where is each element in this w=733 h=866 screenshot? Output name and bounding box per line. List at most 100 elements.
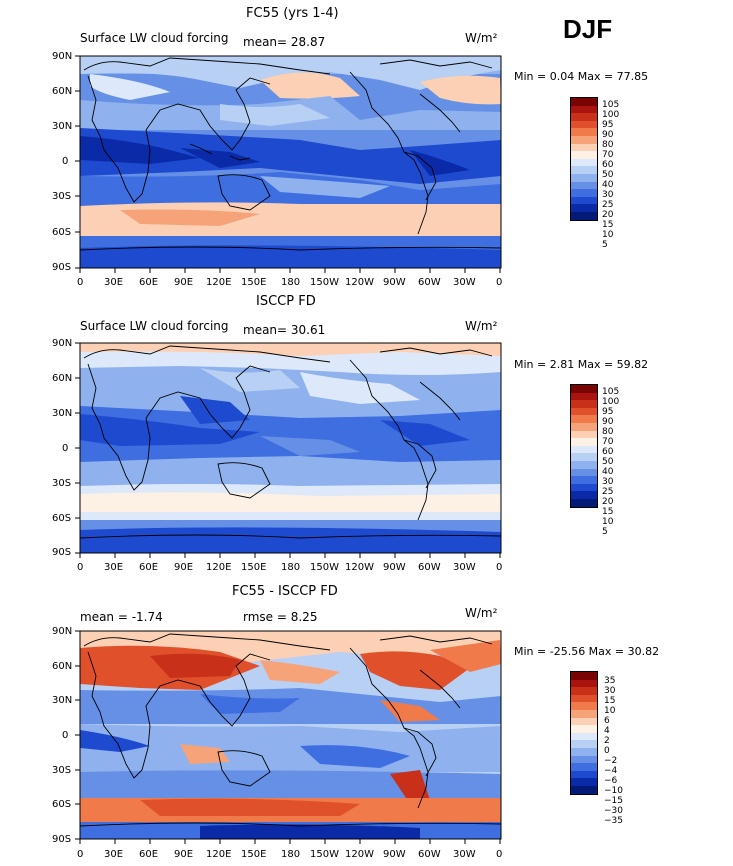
colorbar-label: 35 [604, 676, 616, 686]
lon-label: 180 [281, 562, 301, 573]
colorbar-label: 90 [602, 130, 614, 140]
colorbar-label: 30 [602, 190, 614, 200]
lon-label: 120E [206, 849, 232, 860]
lon-label: 0 [496, 849, 503, 860]
lat-label: 60S [52, 513, 72, 524]
lat-label: 0 [62, 443, 69, 454]
min-max-readout: Min = 2.81 Max = 59.82 [514, 358, 649, 371]
lon-label: 30E [104, 849, 124, 860]
lat-label: 30S [52, 765, 72, 776]
colorbar-label: 80 [602, 140, 614, 150]
lat-label: 30N [52, 695, 73, 706]
panel-title: ISCCP FD [256, 294, 316, 309]
lon-label: 60E [139, 277, 159, 288]
colorbar-label: 4 [604, 726, 610, 736]
colorbar-label: 100 [602, 397, 620, 407]
lat-label: 60N [52, 86, 73, 97]
colorbar-label: 80 [602, 427, 614, 437]
lat-label: 60S [52, 227, 72, 238]
lat-label: 60N [52, 373, 73, 384]
map-panel-1 [75, 55, 502, 273]
lon-label: 150E [241, 277, 267, 288]
panel-title: FC55 - ISCCP FD [232, 584, 338, 599]
lon-label: 90W [383, 849, 406, 860]
lon-label: 30E [104, 562, 124, 573]
lon-label: 0 [77, 849, 84, 860]
colorbar-label: 10 [602, 230, 614, 240]
lon-label: 30W [453, 562, 476, 573]
colorbar-label: 95 [602, 407, 614, 417]
lon-label: 60E [139, 849, 159, 860]
colorbar-label: 50 [602, 457, 614, 467]
colorbar-label: −4 [604, 766, 618, 776]
lon-label: 180 [281, 849, 301, 860]
lat-label: 30N [52, 408, 73, 419]
lat-label: 0 [62, 156, 69, 167]
lon-label: 120W [345, 277, 374, 288]
lon-label: 90W [383, 277, 406, 288]
colorbar-label: 70 [602, 437, 614, 447]
units-label: W/m² [465, 31, 498, 45]
lat-label: 30S [52, 478, 72, 489]
mean-value: mean= 28.87 [243, 35, 326, 49]
lon-label: 120E [206, 277, 232, 288]
lon-label: 180 [281, 277, 301, 288]
lat-label: 90S [52, 834, 72, 845]
colorbar-label: 2 [604, 736, 610, 746]
colorbar-label: 6 [604, 716, 610, 726]
colorbar-label: 30 [604, 686, 616, 696]
colorbar [570, 97, 598, 221]
axis-ticks [75, 630, 501, 844]
colorbar-label: 15 [602, 507, 614, 517]
colorbar-label: 5 [602, 240, 608, 250]
field-label: Surface LW cloud forcing [80, 319, 229, 333]
axis-ticks [75, 55, 501, 273]
lat-label: 0 [62, 730, 69, 741]
lon-label: 30W [453, 277, 476, 288]
colorbar-label: −10 [604, 786, 623, 796]
colorbar-label: −6 [604, 776, 618, 786]
colorbar-label: 60 [602, 160, 614, 170]
units-label: W/m² [465, 319, 498, 333]
colorbar-label: 105 [602, 387, 620, 397]
map-panel-3 [75, 630, 502, 844]
axis-ticks [75, 342, 501, 558]
lon-label: 120W [345, 849, 374, 860]
colorbar-label: 5 [602, 527, 608, 537]
colorbar-label: 25 [602, 487, 614, 497]
mean-value: mean = -1.74 [80, 610, 163, 624]
rmse-value: rmse = 8.25 [243, 610, 318, 624]
colorbar-label: 70 [602, 150, 614, 160]
lat-label: 90N [52, 338, 73, 349]
lat-label: 30S [52, 191, 72, 202]
colorbar-label: 10 [602, 517, 614, 527]
lon-label: 30E [104, 277, 124, 288]
lat-label: 90N [52, 626, 73, 637]
colorbar-label: 30 [602, 477, 614, 487]
colorbar-label: 0 [604, 746, 610, 756]
colorbar-label: 25 [602, 200, 614, 210]
lat-label: 90S [52, 547, 72, 558]
colorbar [570, 384, 598, 508]
lon-label: 150E [241, 849, 267, 860]
colorbar-label: −15 [604, 796, 623, 806]
lat-label: 90N [52, 51, 73, 62]
season-label: DJF [563, 14, 613, 44]
lon-label: 60E [139, 562, 159, 573]
lon-label: 0 [496, 277, 503, 288]
colorbar-label: 40 [602, 467, 614, 477]
lon-label: 90E [174, 562, 194, 573]
lon-label: 120W [345, 562, 374, 573]
lon-label: 90W [383, 562, 406, 573]
min-max-readout: Min = -25.56 Max = 30.82 [514, 645, 660, 658]
lat-label: 90S [52, 262, 72, 273]
lon-label: 90E [174, 277, 194, 288]
lat-label: 60S [52, 799, 72, 810]
colorbar-label: −30 [604, 806, 623, 816]
colorbar-label: 105 [602, 100, 620, 110]
colorbar-label: 90 [602, 417, 614, 427]
lon-label: 150W [310, 849, 339, 860]
colorbar-label: 15 [602, 220, 614, 230]
lon-label: 60W [418, 277, 441, 288]
lon-label: 0 [496, 562, 503, 573]
